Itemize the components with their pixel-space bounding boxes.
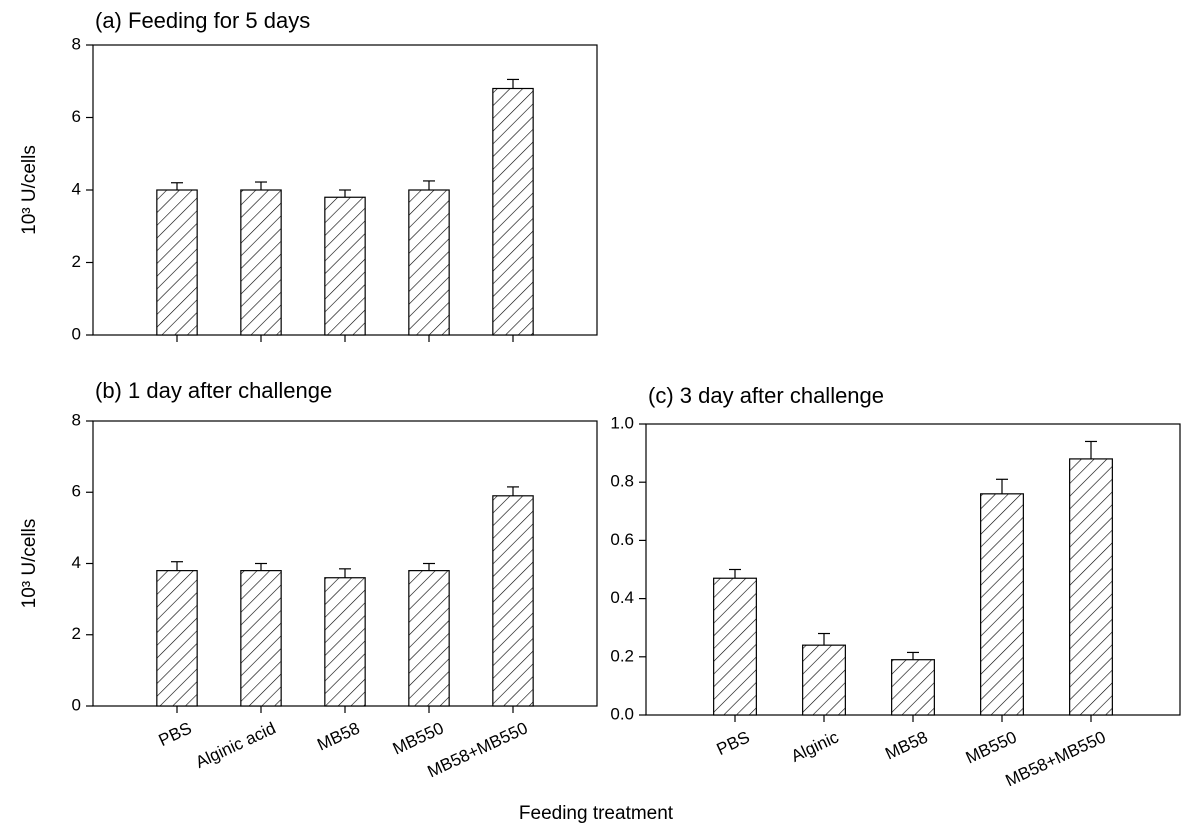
bar xyxy=(156,189,198,336)
y-axis-label: 10³ U/cells xyxy=(19,145,40,235)
bar xyxy=(324,577,366,707)
y-tick-label: 0 xyxy=(72,324,81,343)
bar xyxy=(1069,458,1113,716)
bar xyxy=(492,87,534,336)
y-tick-label: 0.4 xyxy=(610,588,634,607)
bar xyxy=(713,577,757,716)
y-tick-label: 1.0 xyxy=(610,413,634,432)
y-tick-label: 6 xyxy=(72,107,81,126)
x-tick-label: MB58 xyxy=(314,718,362,754)
bar xyxy=(240,570,282,707)
y-tick-label: 0.2 xyxy=(610,646,634,665)
y-axis-label: 10³ U/cells xyxy=(19,519,40,609)
x-tick-label: MB550 xyxy=(390,718,447,758)
x-axis-label: Feeding treatment xyxy=(519,803,674,824)
panel-title: (b) 1 day after challenge xyxy=(95,378,332,403)
y-tick-label: 4 xyxy=(72,179,81,198)
y-tick-label: 6 xyxy=(72,482,81,501)
bar xyxy=(492,495,534,707)
panel-title: (a) Feeding for 5 days xyxy=(95,8,310,33)
bar xyxy=(240,189,282,336)
y-tick-label: 2 xyxy=(72,252,81,271)
bar xyxy=(980,493,1024,716)
x-tick-label: Alginic xyxy=(788,727,842,766)
y-tick-label: 8 xyxy=(72,34,81,53)
bar xyxy=(408,570,450,707)
bar xyxy=(408,189,450,336)
x-tick-label: PBS xyxy=(156,718,195,750)
y-tick-label: 4 xyxy=(72,553,81,572)
x-tick-label: MB58+MB550 xyxy=(1002,727,1108,790)
y-tick-label: 0.0 xyxy=(610,704,634,723)
x-tick-label: Alginic acid xyxy=(193,718,279,772)
x-tick-label: MB58 xyxy=(882,727,930,763)
y-tick-label: 0 xyxy=(72,695,81,714)
bar xyxy=(324,196,366,336)
y-tick-label: 2 xyxy=(72,624,81,643)
x-tick-label: PBS xyxy=(714,727,753,759)
y-tick-label: 8 xyxy=(72,410,81,429)
x-tick-label: MB550 xyxy=(963,727,1020,767)
bar xyxy=(891,659,935,716)
panel-title: (c) 3 day after challenge xyxy=(648,383,884,408)
bar xyxy=(156,570,198,707)
y-tick-label: 0.8 xyxy=(610,472,634,491)
bar xyxy=(802,644,846,716)
y-tick-label: 0.6 xyxy=(610,530,634,549)
